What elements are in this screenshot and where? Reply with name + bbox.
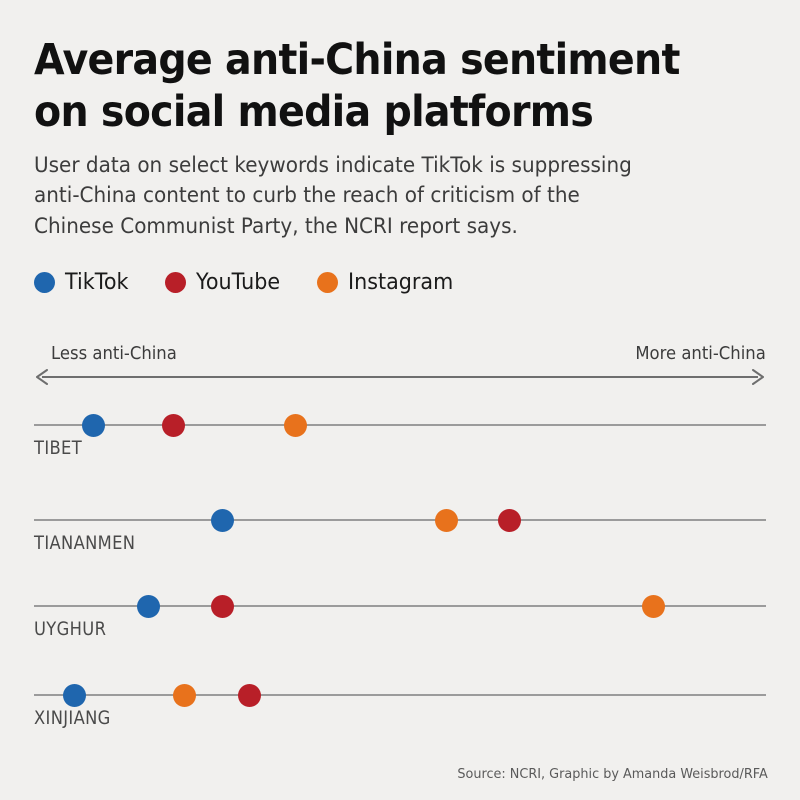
legend-dot-icon-tiktok bbox=[34, 272, 55, 293]
data-point-youtube[interactable] bbox=[210, 595, 234, 618]
row-axis-line bbox=[34, 424, 766, 426]
data-point-tiktok[interactable] bbox=[81, 414, 105, 437]
table-row: TIANANMEN bbox=[34, 490, 766, 554]
row-label-tiananmen: TIANANMEN bbox=[34, 532, 136, 554]
row-axis-line bbox=[34, 694, 766, 696]
legend-item-tiktok[interactable]: TikTok bbox=[34, 270, 133, 295]
data-point-instagram[interactable] bbox=[283, 414, 307, 437]
row-label-uyghur: UYGHUR bbox=[34, 618, 107, 640]
data-point-youtube[interactable] bbox=[161, 414, 185, 437]
data-point-instagram[interactable] bbox=[641, 595, 665, 618]
legend-item-youtube[interactable]: YouTube bbox=[164, 270, 285, 295]
page-title: Average anti-China sentiment on social m… bbox=[34, 35, 680, 138]
legend-label-tiktok: TikTok bbox=[65, 270, 129, 295]
data-point-youtube[interactable] bbox=[237, 684, 261, 707]
legend-dot-icon-youtube bbox=[164, 272, 186, 293]
row-axis-line bbox=[34, 519, 766, 521]
sentiment-scale: Less anti-China More anti-China bbox=[34, 344, 766, 388]
table-row: XINJIANG bbox=[34, 665, 766, 729]
data-point-instagram[interactable] bbox=[435, 509, 459, 532]
data-point-tiktok[interactable] bbox=[137, 595, 161, 618]
data-point-tiktok[interactable] bbox=[62, 684, 86, 707]
legend-label-instagram: Instagram bbox=[347, 270, 454, 295]
scale-label-more: More anti-China bbox=[635, 344, 766, 364]
chart-header: Average anti-China sentiment on social m… bbox=[34, 34, 770, 242]
data-point-youtube[interactable] bbox=[497, 509, 521, 532]
legend-dot-icon-instagram bbox=[316, 272, 338, 293]
row-label-xinjiang: XINJIANG bbox=[34, 707, 111, 729]
legend-item-instagram[interactable]: Instagram bbox=[316, 270, 460, 295]
source-credit: Source: NCRI, Graphic by Amanda Weisbrod… bbox=[457, 766, 768, 782]
table-row: UYGHUR bbox=[34, 576, 766, 640]
data-point-tiktok[interactable] bbox=[210, 509, 234, 532]
chart-subtitle: User data on select keywords indicate Ti… bbox=[34, 152, 632, 239]
legend-label-youtube: YouTube bbox=[195, 270, 280, 295]
double-arrow-icon bbox=[36, 369, 764, 385]
row-label-tibet: TIBET bbox=[34, 437, 83, 459]
chart-legend: TikTok YouTube Instagram bbox=[34, 270, 492, 295]
table-row: TIBET bbox=[34, 395, 766, 459]
row-axis-line bbox=[34, 605, 766, 607]
data-point-instagram[interactable] bbox=[172, 684, 196, 707]
scale-label-less: Less anti-China bbox=[51, 344, 177, 364]
